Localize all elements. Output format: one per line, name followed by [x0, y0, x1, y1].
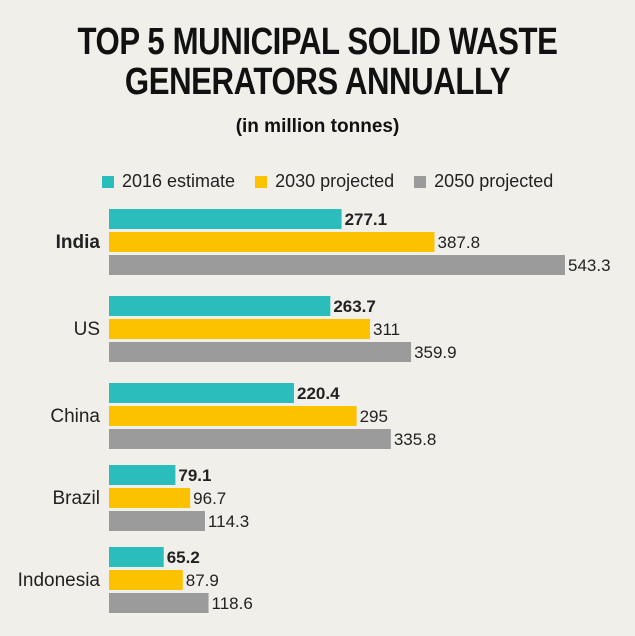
bar-indonesia-2030	[109, 570, 183, 590]
value-label-india-2016: 277.1	[345, 210, 388, 229]
value-label-indonesia-2016: 65.2	[167, 548, 200, 567]
bar-india-2030	[109, 232, 435, 252]
legend-swatch-2050	[414, 175, 427, 188]
legend-label-2016: 2016 estimate	[122, 171, 236, 191]
value-label-us-2030: 311	[373, 320, 400, 339]
bar-china-2030	[109, 406, 357, 426]
category-label-india: India	[56, 232, 101, 253]
bar-indonesia-2050	[109, 593, 209, 613]
category-label-indonesia: Indonesia	[18, 570, 101, 591]
value-label-india-2050: 543.3	[568, 256, 611, 275]
legend-swatch-2016	[102, 175, 114, 188]
category-label-brazil: Brazil	[52, 488, 100, 509]
bar-indonesia-2016	[109, 547, 164, 567]
value-label-indonesia-2030: 87.9	[186, 571, 219, 590]
legend-swatch-2030	[255, 175, 268, 188]
value-label-brazil-2030: 96.7	[193, 489, 226, 508]
bar-china-2050	[109, 429, 391, 449]
bar-brazil-2016	[109, 465, 176, 485]
value-label-us-2016: 263.7	[333, 297, 376, 316]
bar-us-2016	[109, 296, 331, 316]
title-line-1: TOP 5 MUNICIPAL SOLID WASTE	[77, 21, 558, 63]
bar-us-2030	[109, 319, 371, 339]
value-label-indonesia-2050: 118.6	[212, 594, 253, 613]
value-label-brazil-2016: 79.1	[178, 466, 211, 485]
category-label-china: China	[50, 406, 100, 427]
value-label-china-2050: 335.8	[394, 430, 437, 449]
legend: 2016 estimate 2030 projected 2050 projec…	[102, 171, 553, 192]
value-label-india-2030: 387.8	[437, 233, 480, 252]
value-label-brazil-2050: 114.3	[208, 512, 249, 531]
value-label-china-2030: 295	[360, 407, 388, 426]
bar-china-2016	[109, 383, 294, 403]
legend-item-2050: 2050 projected	[414, 171, 553, 192]
chart-subtitle: (in million tonnes)	[235, 116, 400, 137]
value-label-china-2016: 220.4	[297, 384, 340, 403]
legend-label-2050: 2050 projected	[434, 171, 554, 191]
bar-brazil-2030	[109, 488, 191, 508]
category-label-us: US	[74, 319, 100, 340]
chart-title: TOP 5 MUNICIPAL SOLID WASTE GENERATORS A…	[57, 22, 578, 102]
legend-label-2030: 2030 projected	[275, 171, 395, 191]
bar-india-2016	[109, 209, 342, 229]
bar-us-2050	[109, 342, 412, 362]
title-line-2: GENERATORS ANNUALLY	[124, 61, 511, 103]
bar-brazil-2050	[109, 511, 205, 531]
value-label-us-2050: 359.9	[414, 343, 457, 362]
legend-item-2030: 2030 projected	[255, 171, 394, 192]
bar-india-2050	[109, 255, 565, 275]
legend-item-2016: 2016 estimate	[102, 171, 235, 192]
